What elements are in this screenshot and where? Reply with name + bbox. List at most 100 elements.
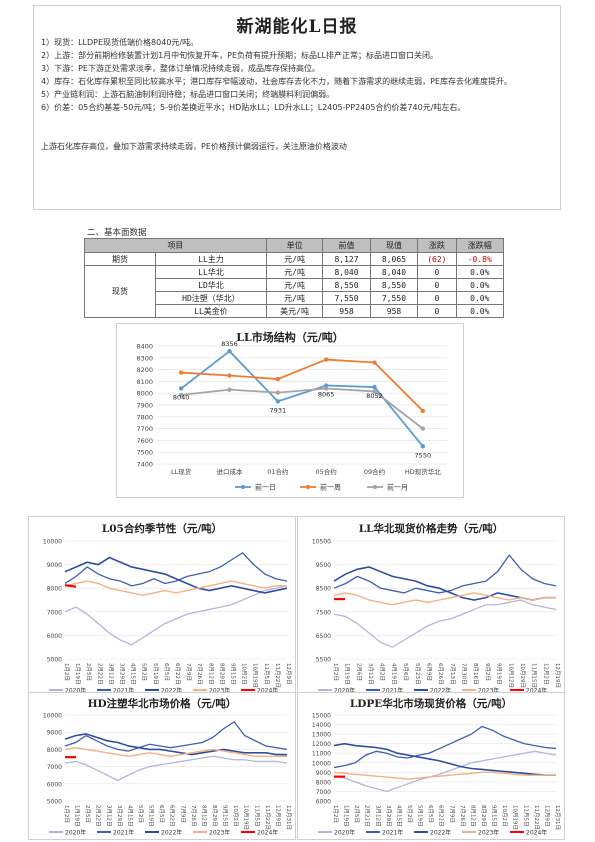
series-line	[181, 358, 424, 412]
table-row: 期货 LL主力 元/吨 8,127 8,065 (62) -0.8%	[84, 252, 505, 266]
legend-label: 前一日	[255, 483, 276, 492]
x-tick-label: 1月19日	[74, 805, 81, 827]
x-tick-label: 6月9日	[425, 663, 432, 681]
y-tick-label: 8400	[136, 343, 153, 351]
x-tick-label: 4月19日	[390, 663, 397, 685]
data-point	[227, 348, 232, 354]
x-tick-label: 2月5日	[84, 805, 91, 823]
y-tick-label: 10000	[43, 713, 62, 720]
data-point	[275, 376, 281, 382]
y-tick-label: 7500	[316, 609, 331, 616]
basic-data-table: 项目 单位 前值 现值 涨跌 涨跌幅 期货 LL主力 元/吨 8,127 8,0…	[84, 238, 505, 318]
y-tick-label: 7900	[136, 402, 153, 410]
x-tick-label: 4月15日	[126, 805, 133, 827]
prev-cell: 8,127	[322, 252, 371, 266]
report-title: 新湖能化L日报	[236, 17, 358, 37]
series-line	[64, 580, 287, 596]
market-structure-chart: LL市场结构（元/吨） 8400 8300 8200 8100 8000 7900 7800…	[116, 323, 464, 498]
x-tick-label: 2月22日	[95, 805, 102, 827]
x-tick-label: 10月12日	[507, 663, 514, 688]
y-tick-label: 7700	[136, 425, 153, 433]
prev-cell: 958	[322, 304, 371, 318]
chg-cell: (62)	[417, 252, 457, 266]
pct-cell: 0.0%	[455, 291, 505, 305]
y-tick-label: 10000	[312, 760, 331, 767]
x-tick-label: 09合约	[364, 467, 385, 476]
y-tick-label: 5500	[316, 657, 331, 664]
legend-label: 2024年	[257, 829, 278, 837]
chg-cell: 0	[417, 291, 457, 305]
x-tick-label: 12月9日	[274, 805, 281, 827]
x-tick-label: 3月12日	[367, 663, 374, 685]
x-tick-label: 11月22日	[274, 663, 281, 688]
x-tick-label: 6月5日	[158, 805, 165, 823]
x-tick-label: 12月31日	[554, 805, 561, 830]
y-tick-label: 12000	[312, 741, 331, 748]
x-tick-label: 7月13日	[449, 663, 456, 685]
x-tick-label: 7月9日	[185, 663, 192, 681]
summary-line: 2）上游：部分前期检修装置计划1月中旬恢复开车，PE负荷有提升预期；标品LL排产…	[41, 51, 438, 60]
series-line	[64, 755, 288, 782]
legend-label: 2023年	[478, 687, 499, 695]
ll-north-spot-chart: LL华北现货价格走势（元/吨） 10500 9500 8500 7500 6500 550…	[297, 516, 565, 698]
y-tick-label: 14000	[312, 722, 331, 729]
hd-north-price-chart: HD注塑华北市场价格（元/吨） 10000 9000 8000 7000 6000 500…	[28, 692, 296, 840]
header-unit: 单位	[265, 238, 324, 253]
data-point	[275, 390, 281, 395]
legend-label: 2023年	[209, 829, 230, 837]
summary-line: 4）库存：石化库存累积至同比较高水平；港口库存窄幅波动，社会库存去化不力，随着下…	[41, 77, 512, 86]
x-tick-label: 11月5日	[263, 663, 270, 685]
legend-marker	[241, 485, 245, 489]
x-tick-label: 8月29日	[480, 805, 487, 827]
section-title: 二、基本面数据	[87, 228, 147, 238]
table-row: HD注塑（华北） 元/吨 7,550 7,550 0 0.0%	[85, 291, 505, 305]
x-tick-label: 7月9日	[448, 805, 455, 823]
x-tick-label: 12月19日	[554, 663, 561, 688]
x-tick-label: 6月22日	[438, 805, 445, 827]
data-point	[372, 360, 377, 365]
x-tick-label: 8月29日	[211, 805, 218, 827]
curr-cell: 8,040	[369, 265, 419, 279]
legend-label: 2023年	[478, 829, 499, 837]
summary-lines: 1）现货：LLDPE现货低端价格8040元/吨。 2）上游：部分前期检修装置计划…	[41, 36, 553, 114]
x-tick-label: 1月2日	[332, 663, 339, 681]
table-row: LL美金价 美元/吨 958 958 0 0.0%	[85, 304, 505, 318]
summary-line: 1）现货：LLDPE现货低端价格8040元/吨。	[41, 38, 199, 47]
legend-label: 2020年	[334, 829, 355, 837]
legend-label: 2020年	[65, 829, 86, 837]
pct-cell: 0.0%	[455, 304, 505, 318]
x-tick-label: 7月26日	[459, 805, 466, 827]
x-tick-label: 8月29日	[218, 663, 225, 685]
curr-cell: 8,065	[369, 252, 419, 266]
y-tick-label: 8300	[136, 354, 153, 362]
data-point	[178, 386, 184, 391]
legend-label: 前一月	[387, 483, 408, 492]
data-point	[178, 392, 184, 398]
header-pct: 涨跌幅	[455, 238, 505, 253]
y-tick-label: 8500	[316, 586, 331, 593]
table-header-row: 项目 单位 前值 现值 涨跌 涨跌幅	[84, 238, 505, 253]
x-tick-label: 1月2日	[63, 805, 70, 823]
y-tick-label: 9000	[316, 770, 331, 777]
data-point	[420, 408, 426, 414]
data-label: 7931	[270, 406, 287, 414]
data-point	[178, 370, 184, 375]
legend-label: 2021年	[382, 687, 403, 695]
data-point	[372, 384, 377, 390]
x-tick-label: 10月2日	[501, 805, 508, 827]
x-tick-label: 7月26日	[196, 663, 203, 685]
y-tick-label: 8000	[47, 586, 62, 593]
y-tick-label: 6500	[316, 633, 331, 640]
x-tick-label: 10月19日	[512, 805, 519, 830]
legend-label: 前一周	[320, 483, 341, 492]
y-tick-label: 15000	[312, 713, 331, 720]
x-tick-label: 3月29日	[385, 805, 392, 827]
y-tick-label: 8000	[136, 390, 153, 398]
legend-label: 2024年	[526, 829, 547, 837]
ldpe-north-price-plot: 15000 14000 13000 12000 11000 10000 9000 8000 70…	[312, 713, 561, 837]
x-tick-label: 9月2日	[484, 663, 491, 681]
x-tick-label: 3月29日	[119, 663, 126, 685]
x-tick-label: LL现货	[171, 467, 192, 476]
series-line	[64, 733, 287, 756]
